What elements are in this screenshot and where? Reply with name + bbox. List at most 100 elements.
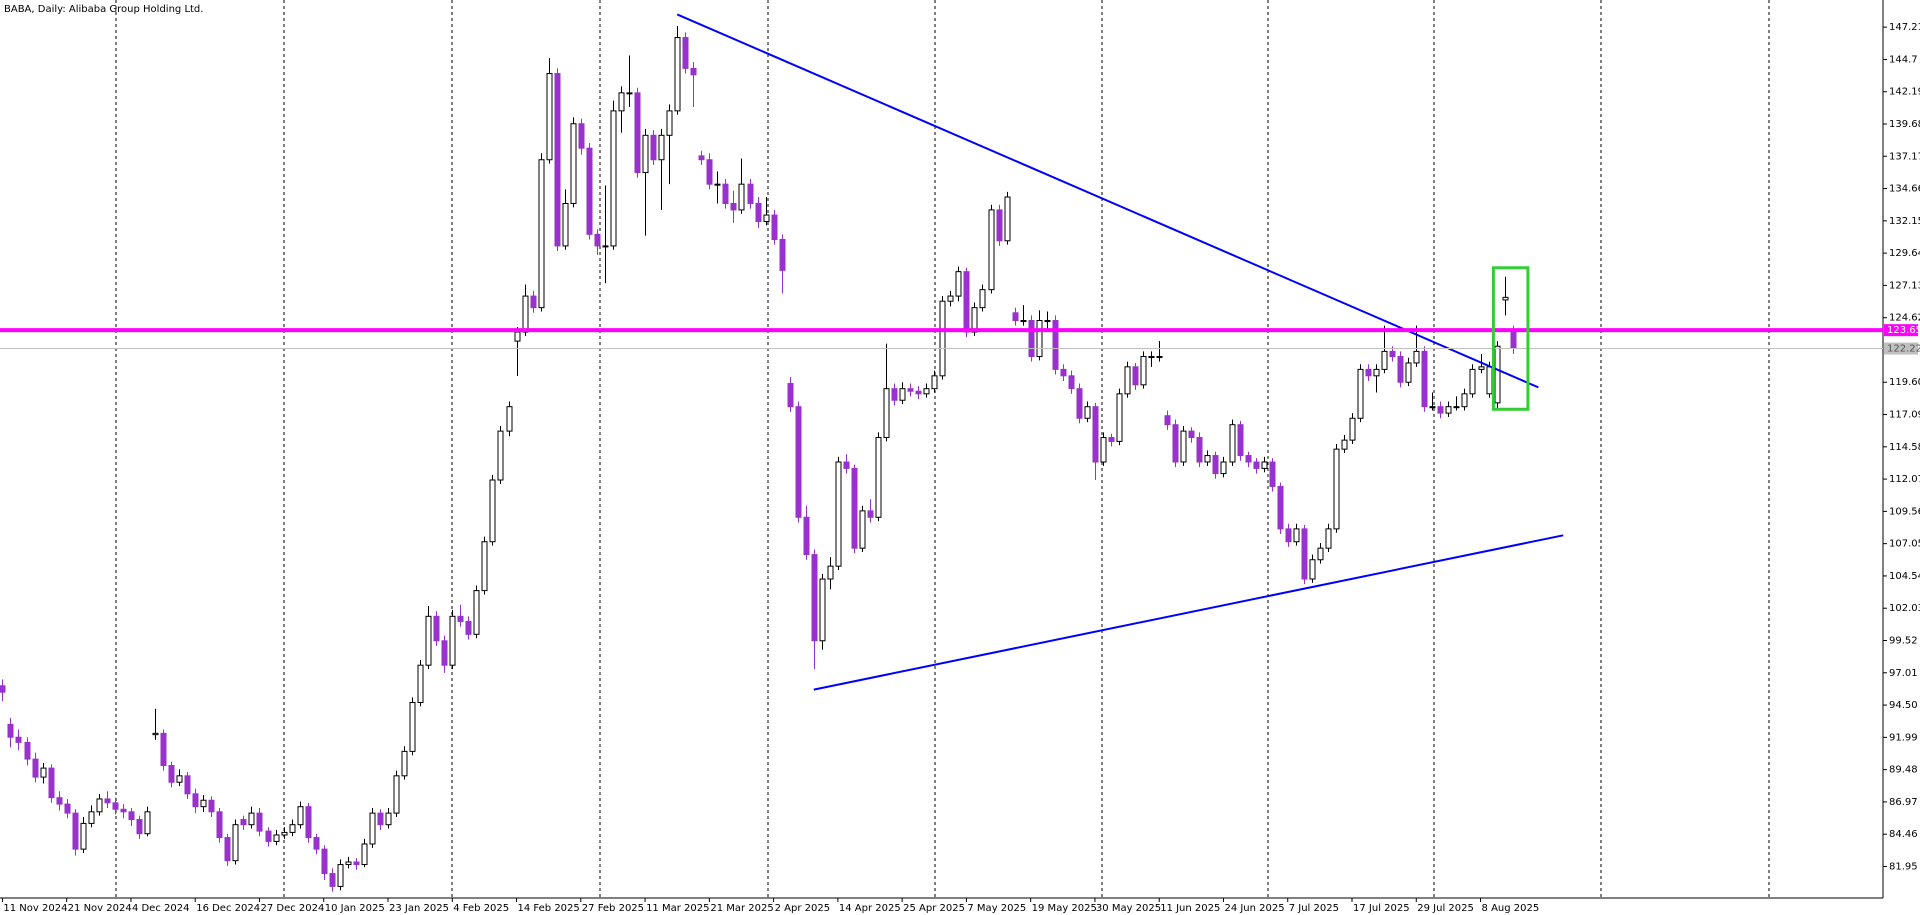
candle-body: [329, 873, 336, 887]
plot-area: [0, 25, 1517, 892]
candle-body: [441, 640, 448, 666]
candle-body: [377, 812, 384, 826]
candle-body: [200, 799, 207, 808]
candle-body: [1261, 461, 1268, 469]
x-tick-label: 23 Jan 2025: [389, 903, 449, 914]
candle-body: [1510, 330, 1517, 349]
candle-body: [1204, 455, 1211, 463]
candle-body: [305, 806, 312, 839]
candle-body: [345, 861, 352, 866]
x-tick-label: 21 Mar 2025: [710, 903, 773, 914]
x-tick-label: 2 Apr 2025: [775, 903, 830, 914]
candle-body: [313, 837, 320, 850]
x-tick-label: 29 Jul 2025: [1417, 903, 1474, 914]
price-label: 123.65: [1887, 325, 1920, 336]
candle-body: [827, 565, 834, 580]
candle-body: [1140, 356, 1147, 386]
y-tick-label: 84.46: [1889, 829, 1918, 840]
candle-body: [7, 723, 14, 738]
candle-body: [361, 843, 368, 866]
candle-body: [610, 110, 617, 247]
candle-body: [256, 812, 263, 832]
candle-body: [353, 861, 360, 866]
candle-body: [522, 295, 529, 333]
candle-body: [554, 73, 561, 247]
candle-body: [64, 803, 71, 814]
candle-body: [1028, 320, 1035, 358]
candle-body: [843, 461, 850, 469]
candle-body: [714, 183, 721, 186]
candle-body: [618, 92, 625, 112]
y-tick-label: 117.09: [1889, 410, 1920, 421]
candle-body: [248, 812, 255, 826]
candle-body: [481, 541, 488, 592]
candle-body: [1036, 320, 1043, 358]
candle-body: [1180, 430, 1187, 463]
candle-body: [819, 578, 826, 642]
candle-body: [682, 37, 689, 69]
candle-body: [1397, 356, 1404, 383]
candle-body: [128, 811, 135, 821]
candle-body: [915, 390, 922, 395]
candle-body: [506, 406, 513, 432]
candle-body: [658, 134, 665, 161]
candle-body: [1212, 455, 1219, 475]
candle-body: [642, 134, 649, 174]
candle-body: [1253, 461, 1260, 469]
candle-body: [939, 300, 946, 377]
chart-title: BABA, Daily: Alibaba Group Holding Ltd.: [4, 4, 203, 15]
candle-body: [104, 798, 111, 804]
candle-body: [698, 155, 705, 161]
candle-body: [297, 806, 304, 826]
candle-body: [738, 183, 745, 211]
candle-body: [1317, 547, 1324, 561]
y-tick-label: 102.03: [1889, 603, 1920, 614]
candle-body: [634, 92, 641, 174]
candle-body: [514, 331, 521, 342]
candle-body: [1164, 415, 1171, 426]
y-tick-label: 139.68: [1889, 119, 1920, 130]
y-tick-label: 147.21: [1889, 22, 1920, 33]
candle-body: [1469, 368, 1476, 395]
x-tick-label: 27 Feb 2025: [582, 903, 644, 914]
y-tick-label: 132.15: [1889, 216, 1920, 227]
y-tick-label: 97.01: [1889, 668, 1918, 679]
y-tick-label: 89.48: [1889, 765, 1918, 776]
candle-body: [224, 837, 231, 862]
candle-body: [176, 775, 183, 783]
candle-body: [1502, 296, 1509, 301]
candle-body: [923, 388, 930, 395]
candle-body: [979, 289, 986, 309]
y-tick-label: 144.7: [1889, 54, 1918, 65]
candle-body: [473, 590, 480, 635]
candle-body: [281, 831, 288, 836]
candle-body: [184, 775, 191, 795]
candle-body: [1044, 320, 1051, 323]
candle-body: [265, 830, 272, 842]
candle-body: [883, 388, 890, 439]
candle-body: [425, 615, 432, 666]
candle-body: [1229, 424, 1236, 463]
candle-body: [1116, 393, 1123, 442]
candle-body: [1269, 461, 1276, 487]
y-tick-label: 112.07: [1889, 474, 1920, 485]
candle-body: [1301, 528, 1308, 580]
candle-body: [1196, 437, 1203, 463]
x-tick-label: 25 Apr 2025: [903, 903, 965, 914]
candle-body: [417, 664, 424, 704]
candle-body: [1012, 312, 1019, 322]
candle-body: [1421, 350, 1428, 408]
y-tick-label: 114.58: [1889, 442, 1920, 453]
candle-body: [80, 822, 87, 850]
candle-body: [875, 437, 882, 518]
candle-body: [722, 183, 729, 204]
candle-body: [152, 732, 159, 736]
candle-body: [1413, 350, 1420, 364]
candle-body: [811, 554, 818, 642]
candle-body: [570, 123, 577, 204]
candle-body: [1245, 455, 1252, 463]
y-tick-label: 99.52: [1889, 636, 1918, 647]
